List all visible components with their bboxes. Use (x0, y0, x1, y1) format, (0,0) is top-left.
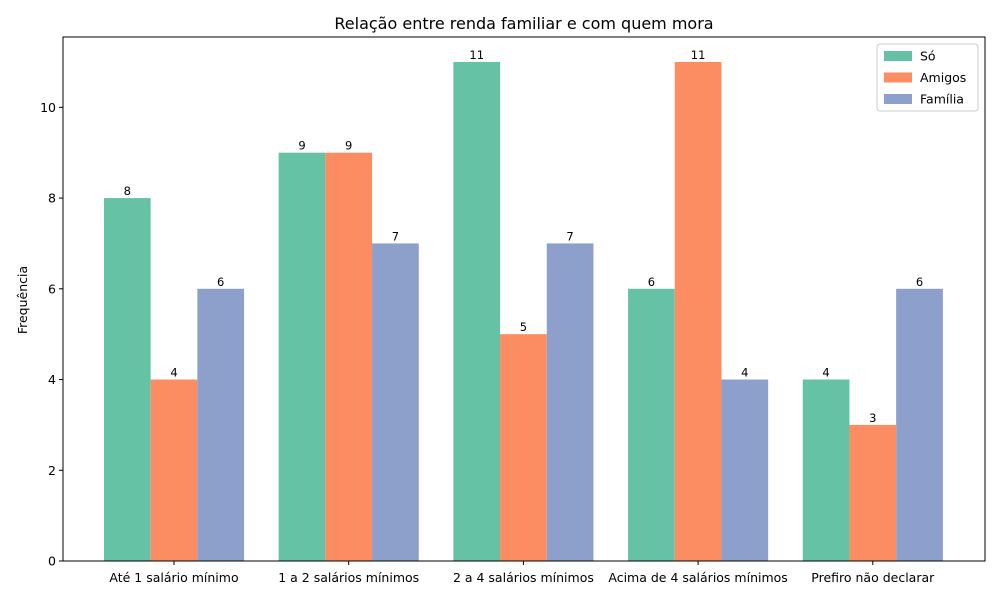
y-tick-label: 8 (48, 191, 56, 206)
data-label: 5 (520, 320, 527, 334)
data-label: 9 (298, 139, 305, 153)
y-tick-label: 0 (48, 554, 56, 569)
bar (197, 288, 245, 561)
y-tick-label: 10 (40, 100, 56, 115)
data-label: 11 (691, 48, 706, 62)
data-label: 4 (822, 366, 829, 380)
y-tick-label: 2 (48, 463, 56, 478)
x-tick-label: Até 1 salário mínimo (109, 570, 238, 585)
y-tick-label: 4 (48, 372, 56, 387)
bar (150, 379, 198, 561)
plot-frame (62, 36, 986, 562)
legend-swatch (884, 94, 912, 104)
x-tick-label: 2 a 4 salários mínimos (453, 570, 594, 585)
data-label: 7 (566, 229, 573, 243)
legend-label: Família (920, 92, 964, 107)
legend-label: Amigos (920, 70, 966, 85)
plot-area: 8 4 6 Até 1 salário mínimo 9 9 7 1 a 2 salários… (40, 36, 986, 585)
x-tick-label: Acima de 4 salários mínimos (608, 570, 787, 585)
bar (372, 243, 419, 562)
data-label: 4 (741, 366, 748, 380)
bar (674, 61, 722, 561)
bar (103, 198, 151, 561)
chart-title: Relação entre renda familiar e com quem … (334, 14, 713, 33)
bar (325, 152, 373, 561)
bar (849, 424, 897, 561)
bar (896, 288, 943, 561)
data-label: 11 (469, 48, 484, 62)
data-label: 7 (392, 229, 399, 243)
data-label: 6 (648, 275, 655, 289)
y-axis-label: Frequência (15, 266, 30, 334)
legend: Só Amigos Família (876, 43, 979, 112)
x-tick-label: Prefiro não declarar (811, 570, 935, 585)
bar (721, 379, 769, 561)
bar (500, 334, 547, 561)
bar (278, 152, 326, 561)
data-label: 9 (345, 139, 352, 153)
legend-swatch (884, 72, 912, 83)
legend-label: Só (920, 49, 936, 64)
bar (802, 379, 850, 561)
y-tick-label: 6 (48, 281, 56, 296)
x-tick-label: 1 a 2 salários mínimos (278, 570, 419, 585)
data-label: 4 (170, 366, 177, 380)
legend-swatch (884, 51, 912, 61)
data-label: 6 (217, 275, 224, 289)
bar (628, 288, 675, 561)
data-label: 3 (869, 411, 876, 425)
data-label: 6 (916, 275, 923, 289)
bar (453, 61, 501, 561)
data-label: 8 (124, 184, 131, 198)
bar (546, 243, 594, 562)
